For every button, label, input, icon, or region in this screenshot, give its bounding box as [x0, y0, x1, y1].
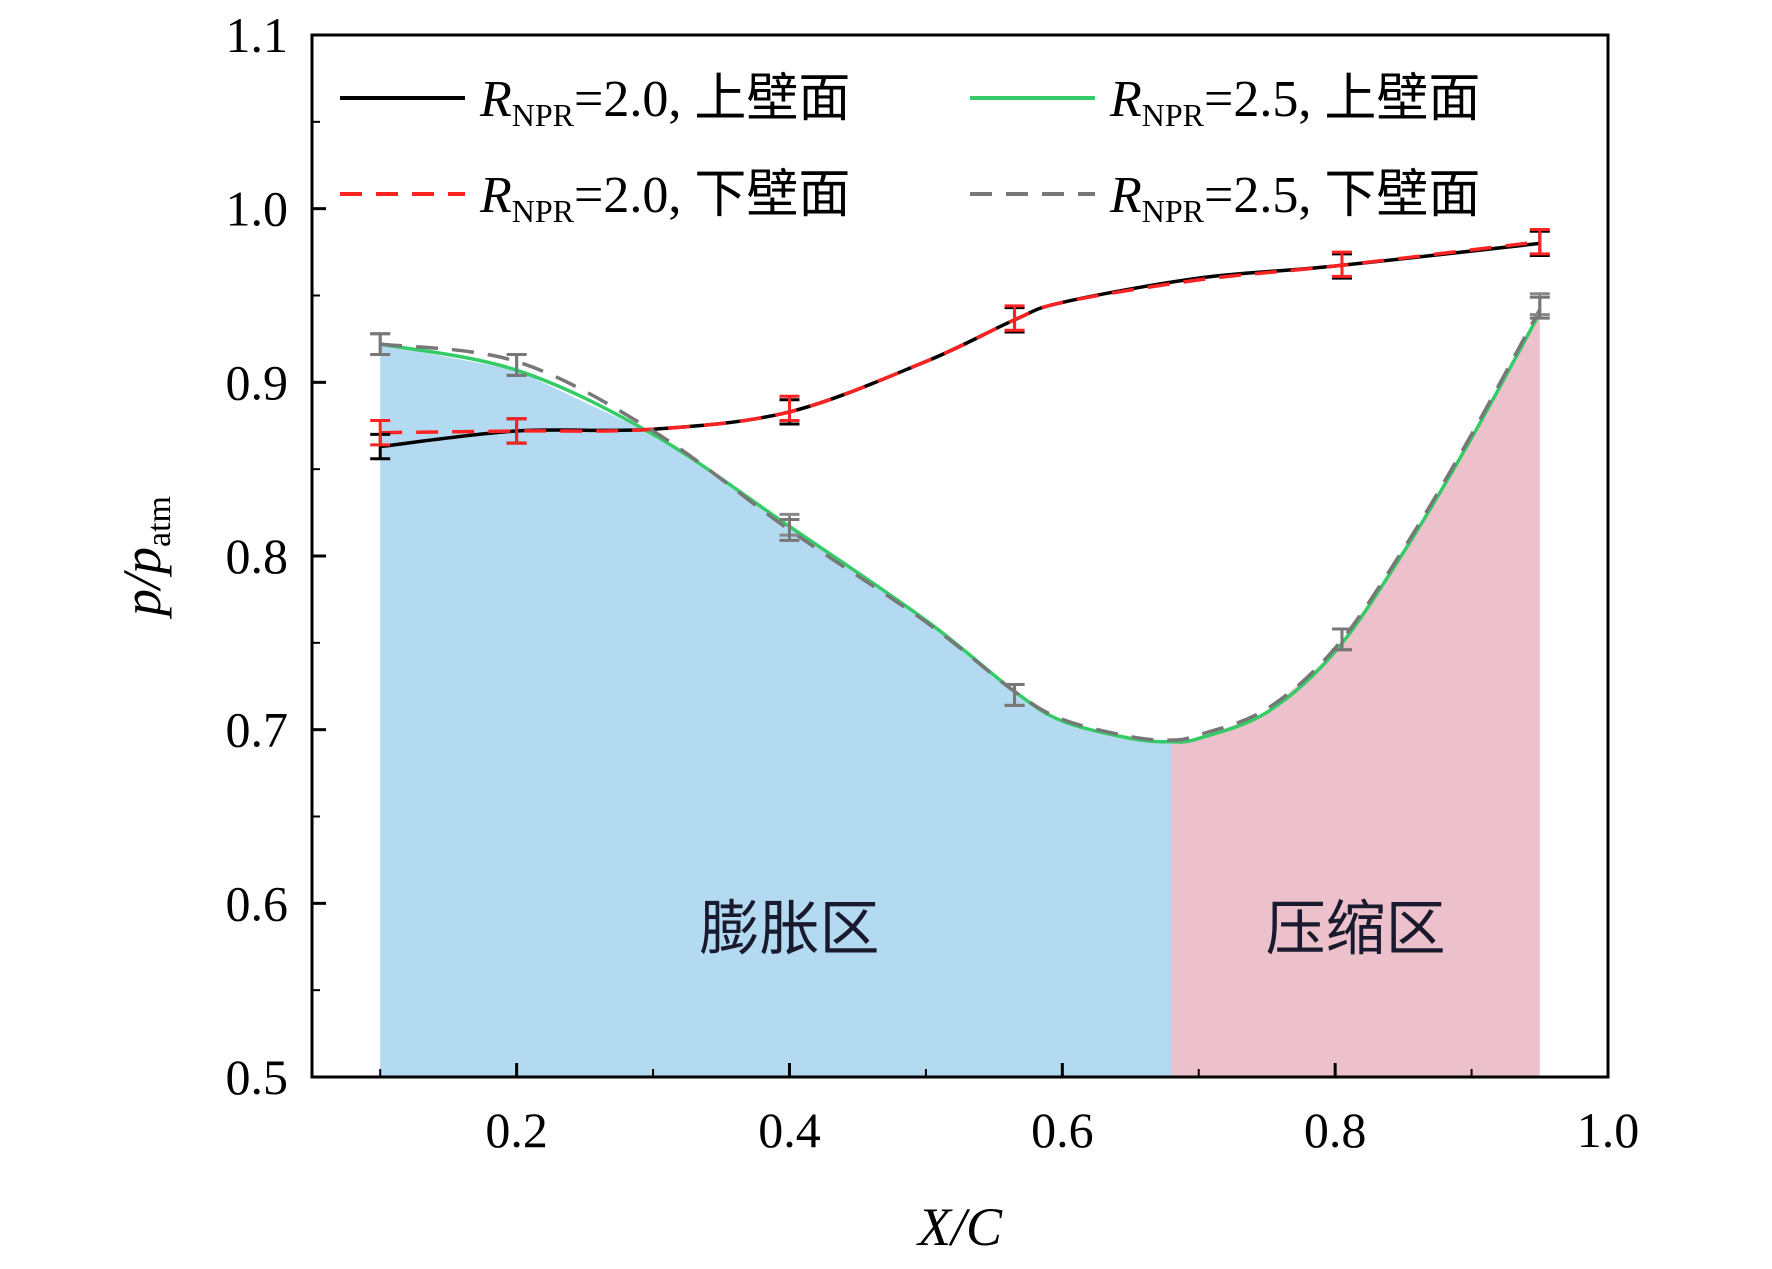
x-tick-label: 0.6	[1031, 1102, 1094, 1158]
regions-layer	[380, 312, 1540, 1078]
legend-label-subscript: NPR	[1142, 193, 1205, 229]
region-fill-0	[380, 344, 1172, 1078]
error-bar-npr20_lower	[506, 417, 527, 445]
y-tick-label: 0.7	[226, 702, 289, 758]
legend-label-value: =2.5, 下壁面	[1204, 167, 1480, 224]
legend-label: RNPR=2.5, 下壁面	[1109, 167, 1480, 229]
legend-item-npr20_upper: RNPR=2.0, 上壁面	[340, 71, 850, 133]
lines-layer	[379, 239, 1542, 744]
axis-titles: X/C p/patm	[112, 496, 1003, 1257]
x-tick-label: 0.2	[485, 1102, 548, 1158]
legend-label-symbol: R	[479, 71, 512, 128]
y-tick-label: 0.5	[226, 1049, 289, 1105]
ticks-layer: 0.2 0.4 0.6 0.8 1.0 0.5 0.6 0.7 0.8 0.9 1.0 1.1	[226, 7, 1640, 1158]
x-tick-label: 0.4	[758, 1102, 821, 1158]
legend-label-symbol: R	[1109, 167, 1142, 224]
legend-label-subscript: NPR	[512, 97, 575, 133]
legend-label-value: =2.0, 上壁面	[574, 71, 850, 128]
y-tick-label: 1.0	[226, 181, 289, 237]
series-line-npr25_upper	[379, 312, 1542, 744]
legend-item-npr25_lower: RNPR=2.5, 下壁面	[970, 167, 1480, 229]
region-label-1: 压缩区	[1266, 896, 1446, 962]
legend-item-npr25_upper: RNPR=2.5, 上壁面	[970, 71, 1480, 133]
x-tick-label: 1.0	[1577, 1102, 1640, 1158]
error-bar-npr25_lower	[370, 332, 391, 357]
series-line-npr25_lower	[379, 308, 1542, 742]
region-label-0: 膨胀区	[699, 896, 879, 962]
x-axis-title: X/C	[916, 1197, 1003, 1257]
error-bar-npr20_lower	[1331, 250, 1352, 278]
errorbars-layer	[370, 228, 1550, 707]
error-bar-npr25_lower	[1331, 627, 1352, 652]
legend-label-value: =2.0, 下壁面	[574, 167, 850, 224]
y-tick-label: 0.6	[226, 875, 289, 931]
legend-label-symbol: R	[1109, 71, 1142, 128]
y-tick-label: 0.8	[226, 528, 289, 584]
error-bar-npr20_lower	[370, 419, 391, 447]
y-axis-title-sub: atm	[141, 496, 178, 547]
series-line-npr20_lower	[380, 239, 1541, 435]
y-axis-title-main: p/p	[112, 547, 172, 620]
legend-label: RNPR=2.0, 下壁面	[479, 167, 850, 229]
y-tick-label: 0.9	[226, 354, 289, 410]
legend-item-npr20_lower: RNPR=2.0, 下壁面	[340, 167, 850, 229]
legend-label: RNPR=2.0, 上壁面	[479, 71, 850, 133]
y-axis-title: p/patm	[112, 496, 178, 620]
y-tick-label: 1.1	[226, 7, 289, 63]
error-bar-npr25_lower	[1004, 683, 1025, 707]
region-fill-1	[1171, 312, 1540, 1077]
legend-label-subscript: NPR	[512, 193, 575, 229]
legend-label-value: =2.5, 上壁面	[1204, 71, 1480, 128]
legend-label-symbol: R	[479, 167, 512, 224]
error-bar-npr20_lower	[779, 394, 800, 423]
error-bar-npr20_lower	[1004, 304, 1025, 332]
legend-label-subscript: NPR	[1142, 97, 1205, 133]
legend-label: RNPR=2.5, 上壁面	[1109, 71, 1480, 133]
error-bar-npr25_lower	[1529, 295, 1550, 320]
error-bar-npr25_lower	[779, 518, 800, 542]
error-bar-npr20_lower	[1529, 228, 1550, 256]
region-labels: 膨胀区 压缩区	[699, 896, 1445, 962]
error-bar-npr25_lower	[506, 353, 527, 377]
x-tick-label: 0.8	[1304, 1102, 1367, 1158]
